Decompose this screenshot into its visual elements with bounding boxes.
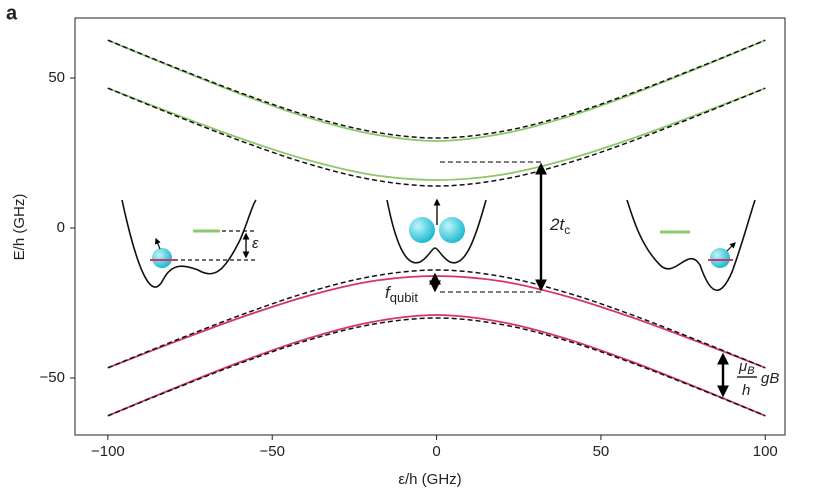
zeeman-sub: B [747, 365, 754, 377]
qubit-label: fqubit [385, 283, 418, 305]
zeeman-den: h [742, 382, 750, 399]
x-axis-label: ε/h (GHz) [398, 471, 461, 488]
panel-label: a [6, 2, 18, 24]
inset-center [386, 198, 487, 264]
energy-curve [107, 39, 766, 142]
y-tick-label: −50 [40, 369, 65, 386]
y-tick-label: 0 [57, 219, 65, 236]
tunnel-arrow [429, 161, 757, 398]
dashed-curve [107, 317, 766, 417]
y-tick-label: 50 [48, 69, 65, 86]
inset-right [626, 199, 756, 291]
dashed-curve [107, 87, 766, 187]
energy-curve [107, 87, 766, 181]
inset-left [121, 199, 257, 288]
tunnel-label: 2tc [549, 215, 570, 237]
curves [107, 39, 766, 417]
y-axis-label: E/h (GHz) [11, 194, 28, 261]
qubit-text: f [385, 283, 392, 302]
dashed-curve [107, 269, 766, 369]
qubit-sub: qubit [390, 290, 419, 305]
x-tick-label: −50 [259, 443, 284, 460]
zeeman-rest: gB [761, 370, 779, 387]
tunnel-sub: c [564, 223, 570, 237]
tunnel-text: 2t [549, 215, 565, 234]
energy-curve [107, 314, 766, 417]
zeeman-mu: μ [738, 358, 747, 375]
x-tick-label: 0 [432, 443, 440, 460]
zeeman-num: μB [738, 358, 755, 377]
dashed-curve [107, 39, 766, 139]
x-tick-label: 100 [753, 443, 778, 460]
plot-frame [74, 17, 786, 436]
x-tick-label: 50 [593, 443, 610, 460]
detuning-label: ε [252, 235, 259, 252]
x-tick-label: −100 [91, 443, 125, 460]
energy-curve [107, 275, 766, 369]
